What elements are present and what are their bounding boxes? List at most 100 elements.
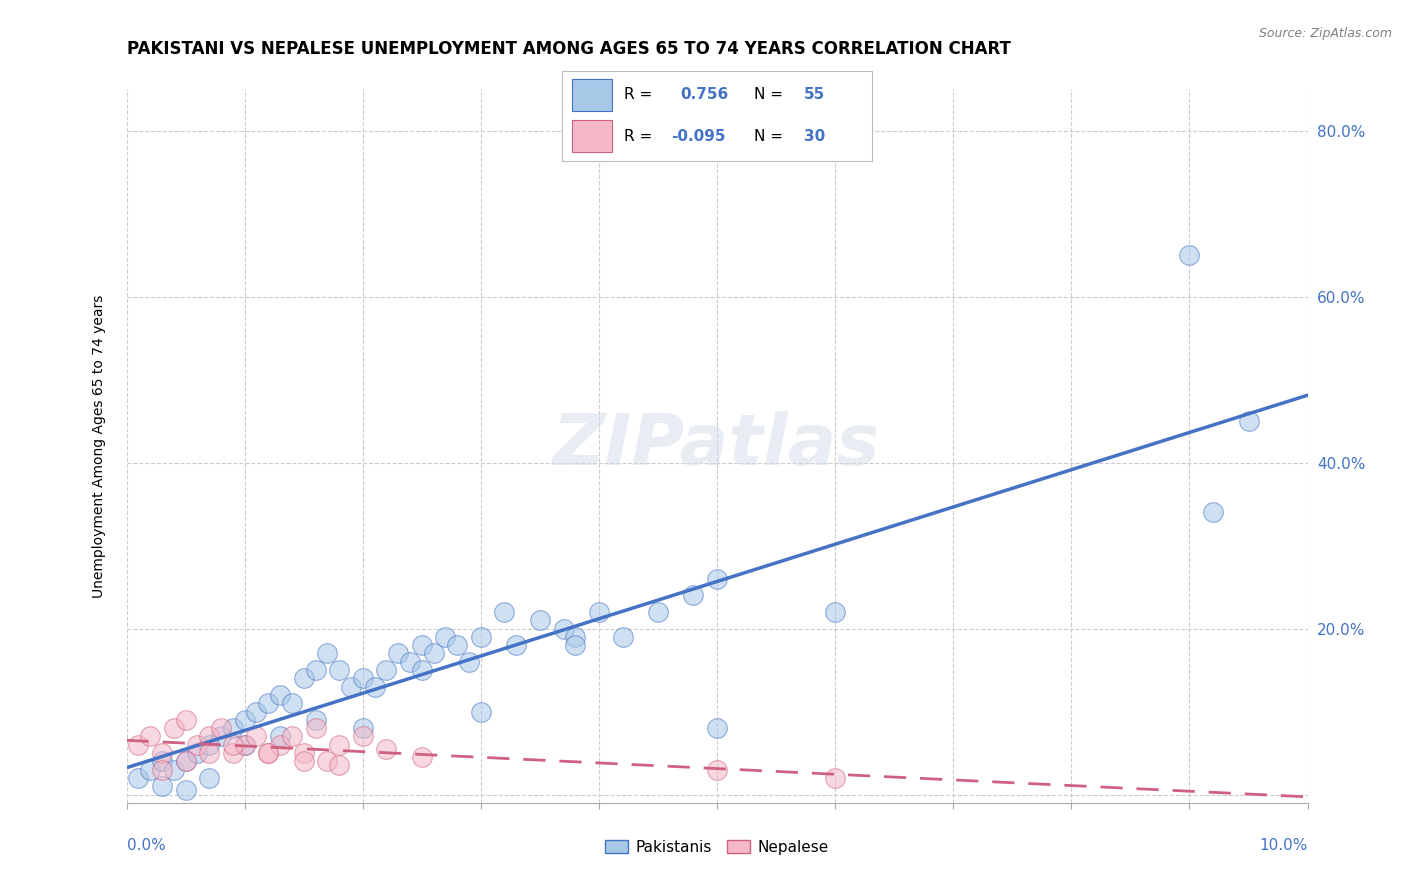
Point: [281, 696, 304, 710]
Point: [174, 713, 197, 727]
Point: [682, 588, 704, 602]
Text: 10.0%: 10.0%: [1260, 838, 1308, 854]
Point: [222, 721, 245, 735]
Point: [139, 730, 162, 744]
Point: [150, 754, 173, 768]
Point: [375, 663, 398, 677]
Legend: Pakistanis, Nepalese: Pakistanis, Nepalese: [600, 835, 834, 859]
Text: 30: 30: [804, 128, 825, 144]
Point: [127, 771, 149, 785]
Point: [824, 771, 846, 785]
Point: [245, 730, 267, 744]
Point: [564, 638, 586, 652]
Text: N =: N =: [754, 128, 783, 144]
Point: [422, 647, 444, 661]
Point: [411, 750, 433, 764]
Point: [304, 713, 326, 727]
Point: [186, 746, 208, 760]
Point: [328, 758, 350, 772]
Point: [222, 746, 245, 760]
Y-axis label: Unemployment Among Ages 65 to 74 years: Unemployment Among Ages 65 to 74 years: [91, 294, 105, 598]
Point: [316, 754, 339, 768]
Bar: [572, 120, 612, 152]
Point: [1237, 414, 1260, 428]
Text: -0.095: -0.095: [671, 128, 725, 144]
Text: ZIPatlas: ZIPatlas: [554, 411, 880, 481]
Point: [352, 721, 374, 735]
Text: 0.0%: 0.0%: [127, 838, 166, 854]
Text: Source: ZipAtlas.com: Source: ZipAtlas.com: [1258, 27, 1392, 40]
Point: [150, 779, 173, 793]
Point: [363, 680, 385, 694]
Point: [139, 763, 162, 777]
Point: [209, 721, 232, 735]
Point: [316, 647, 339, 661]
Point: [233, 738, 256, 752]
Point: [564, 630, 586, 644]
Point: [458, 655, 481, 669]
Point: [209, 730, 232, 744]
Point: [647, 605, 669, 619]
Point: [706, 721, 728, 735]
Point: [257, 746, 280, 760]
Point: [292, 746, 315, 760]
Point: [233, 738, 256, 752]
Point: [505, 638, 527, 652]
Point: [494, 605, 516, 619]
Point: [269, 738, 291, 752]
Point: [434, 630, 457, 644]
Point: [233, 713, 256, 727]
Point: [198, 738, 221, 752]
Point: [529, 613, 551, 627]
Point: [304, 721, 326, 735]
Point: [470, 630, 492, 644]
Point: [411, 638, 433, 652]
Point: [352, 671, 374, 685]
Point: [470, 705, 492, 719]
Text: R =: R =: [624, 87, 658, 103]
Point: [387, 647, 409, 661]
Point: [340, 680, 363, 694]
Point: [553, 622, 575, 636]
Point: [257, 746, 280, 760]
Point: [328, 663, 350, 677]
Text: 55: 55: [804, 87, 825, 103]
Point: [150, 763, 173, 777]
Point: [174, 754, 197, 768]
Bar: [572, 79, 612, 111]
Point: [375, 742, 398, 756]
Point: [292, 754, 315, 768]
Point: [163, 721, 186, 735]
Point: [706, 763, 728, 777]
Text: N =: N =: [754, 87, 787, 103]
Point: [198, 746, 221, 760]
Point: [1178, 248, 1201, 262]
Point: [352, 730, 374, 744]
Point: [588, 605, 610, 619]
Point: [292, 671, 315, 685]
Point: [163, 763, 186, 777]
Point: [127, 738, 149, 752]
Point: [150, 746, 173, 760]
Point: [257, 696, 280, 710]
Point: [269, 730, 291, 744]
Point: [706, 572, 728, 586]
Point: [399, 655, 422, 669]
Point: [281, 730, 304, 744]
Point: [198, 771, 221, 785]
Point: [612, 630, 634, 644]
Point: [222, 738, 245, 752]
Text: R =: R =: [624, 128, 652, 144]
Point: [304, 663, 326, 677]
Point: [186, 738, 208, 752]
Text: PAKISTANI VS NEPALESE UNEMPLOYMENT AMONG AGES 65 TO 74 YEARS CORRELATION CHART: PAKISTANI VS NEPALESE UNEMPLOYMENT AMONG…: [127, 40, 1011, 58]
Point: [198, 730, 221, 744]
Point: [411, 663, 433, 677]
Point: [328, 738, 350, 752]
Point: [174, 754, 197, 768]
Text: 0.756: 0.756: [681, 87, 728, 103]
Point: [1202, 505, 1225, 519]
Point: [824, 605, 846, 619]
Point: [269, 688, 291, 702]
Point: [245, 705, 267, 719]
